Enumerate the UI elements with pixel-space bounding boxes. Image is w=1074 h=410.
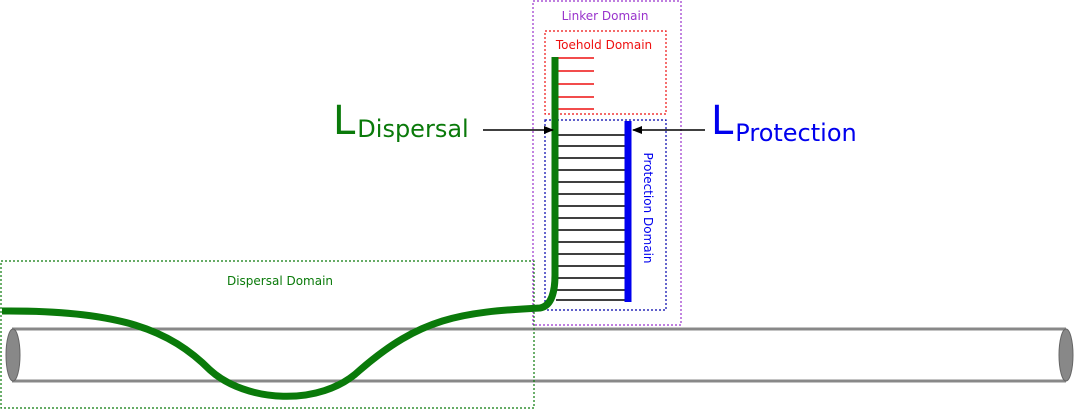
toehold-domain-label: Toehold Domain	[555, 38, 652, 52]
l-protection-main: L	[711, 98, 734, 144]
protection-domain-box	[544, 119, 667, 311]
toehold-rungs	[556, 57, 594, 110]
dispersal-domain-label: Dispersal Domain	[227, 274, 333, 288]
surface-rail	[5, 327, 1074, 383]
linker-domain-label: Linker Domain	[562, 9, 649, 23]
protection-rungs	[556, 134, 628, 301]
dispersal-strand	[1, 57, 559, 400]
linker-domain-box	[532, 0, 682, 326]
protection-domain-label: Protection Domain	[641, 152, 655, 263]
toehold-domain-box	[544, 30, 667, 115]
rail-right-end	[1058, 328, 1074, 382]
l-protection-sub: Protection	[735, 119, 856, 147]
l-dispersal-sub: Dispersal	[357, 115, 468, 143]
l-dispersal-main: L	[333, 98, 356, 144]
rail-left-end	[5, 328, 21, 382]
l-protection-label: LProtection	[711, 98, 857, 147]
l-dispersal-label: LDispersal	[333, 98, 469, 144]
